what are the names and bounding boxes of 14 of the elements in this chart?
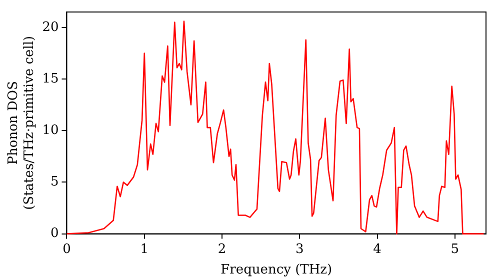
x-axis-title: Frequency (THz) <box>220 262 332 278</box>
y-tick-label: 0 <box>50 226 59 242</box>
y-tick-label: 10 <box>42 123 59 138</box>
y-tick-label: 15 <box>42 71 59 86</box>
y-tick-label: 5 <box>50 174 59 190</box>
x-tick-label: 1 <box>140 242 149 257</box>
x-tick-label: 3 <box>296 242 304 257</box>
x-tick-label: 4 <box>373 242 382 257</box>
x-tick-label: 0 <box>62 242 71 257</box>
y-tick-label: 20 <box>42 20 59 35</box>
text: (States/THz·primitive cell) <box>22 36 37 210</box>
x-tick-label: 2 <box>218 242 226 257</box>
text: Phonon DOS <box>6 81 22 165</box>
x-tick-label: 5 <box>450 242 460 257</box>
